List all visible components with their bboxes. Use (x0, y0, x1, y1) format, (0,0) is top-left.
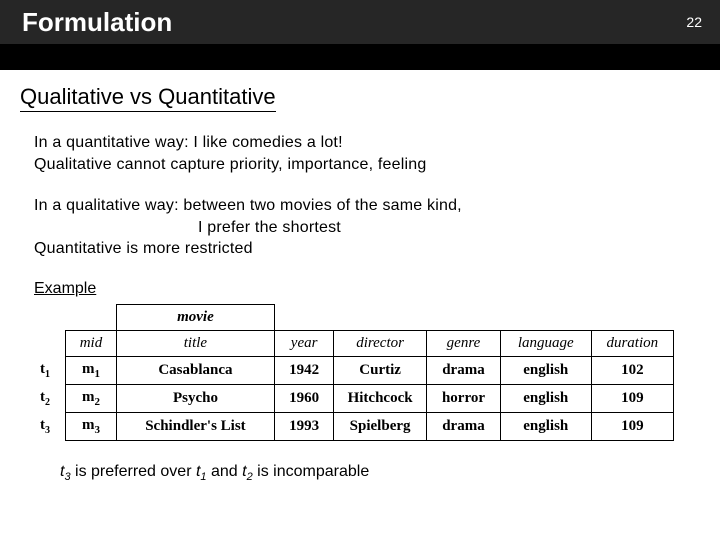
cell: 1942 (275, 356, 334, 384)
cell: english (500, 356, 591, 384)
cell: 109 (591, 384, 673, 412)
table-row: t3 m3 Schindler's List 1993 Spielberg dr… (34, 412, 674, 440)
slide-content: Qualitative vs Quantitative In a quantit… (0, 70, 720, 483)
cell: 109 (591, 412, 673, 440)
cell: 102 (591, 356, 673, 384)
cell: 1960 (275, 384, 334, 412)
para2-line2: I prefer the shortest (198, 217, 700, 239)
col-mid: mid (66, 330, 117, 356)
col-genre: genre (427, 330, 501, 356)
cell: Spielberg (334, 412, 427, 440)
slide-title: Formulation (22, 7, 172, 38)
col-year: year (275, 330, 334, 356)
cell: horror (427, 384, 501, 412)
cell: Psycho (116, 384, 274, 412)
col-director: director (334, 330, 427, 356)
page-number: 22 (686, 14, 702, 30)
para2-line3: Quantitative is more restricted (34, 238, 700, 260)
cell: Hitchcock (334, 384, 427, 412)
movie-header-cell: movie (116, 304, 274, 330)
cell: 1993 (275, 412, 334, 440)
cell: m1 (66, 356, 117, 384)
conclusion-text: t3 is preferred over t1 and t2 is incomp… (60, 463, 700, 483)
cell: m3 (66, 412, 117, 440)
cell: drama (427, 356, 501, 384)
section-heading: Qualitative vs Quantitative (20, 84, 276, 112)
divider-band (0, 44, 720, 70)
row-label-2: t2 (34, 384, 66, 412)
cell: Schindler's List (116, 412, 274, 440)
para1-line2: Qualitative cannot capture priority, imp… (34, 154, 700, 176)
cell: english (500, 412, 591, 440)
slide-header: Formulation 22 (0, 0, 720, 44)
example-label: Example (34, 280, 700, 298)
row-label-3: t3 (34, 412, 66, 440)
col-language: language (500, 330, 591, 356)
cell: m2 (66, 384, 117, 412)
col-duration: duration (591, 330, 673, 356)
row-label-1: t1 (34, 356, 66, 384)
col-title: title (116, 330, 274, 356)
para2-line1: In a qualitative way: between two movies… (34, 195, 700, 217)
cell: english (500, 384, 591, 412)
table-row: t1 m1 Casablanca 1942 Curtiz drama engli… (34, 356, 674, 384)
table-super-header: movie (34, 304, 674, 330)
cell: drama (427, 412, 501, 440)
movie-table: movie mid title year director genre lang… (34, 304, 674, 441)
table-header-row: mid title year director genre language d… (34, 330, 674, 356)
cell: Casablanca (116, 356, 274, 384)
cell: Curtiz (334, 356, 427, 384)
para1-line1: In a quantitative way: I like comedies a… (34, 132, 700, 154)
table-row: t2 m2 Psycho 1960 Hitchcock horror engli… (34, 384, 674, 412)
